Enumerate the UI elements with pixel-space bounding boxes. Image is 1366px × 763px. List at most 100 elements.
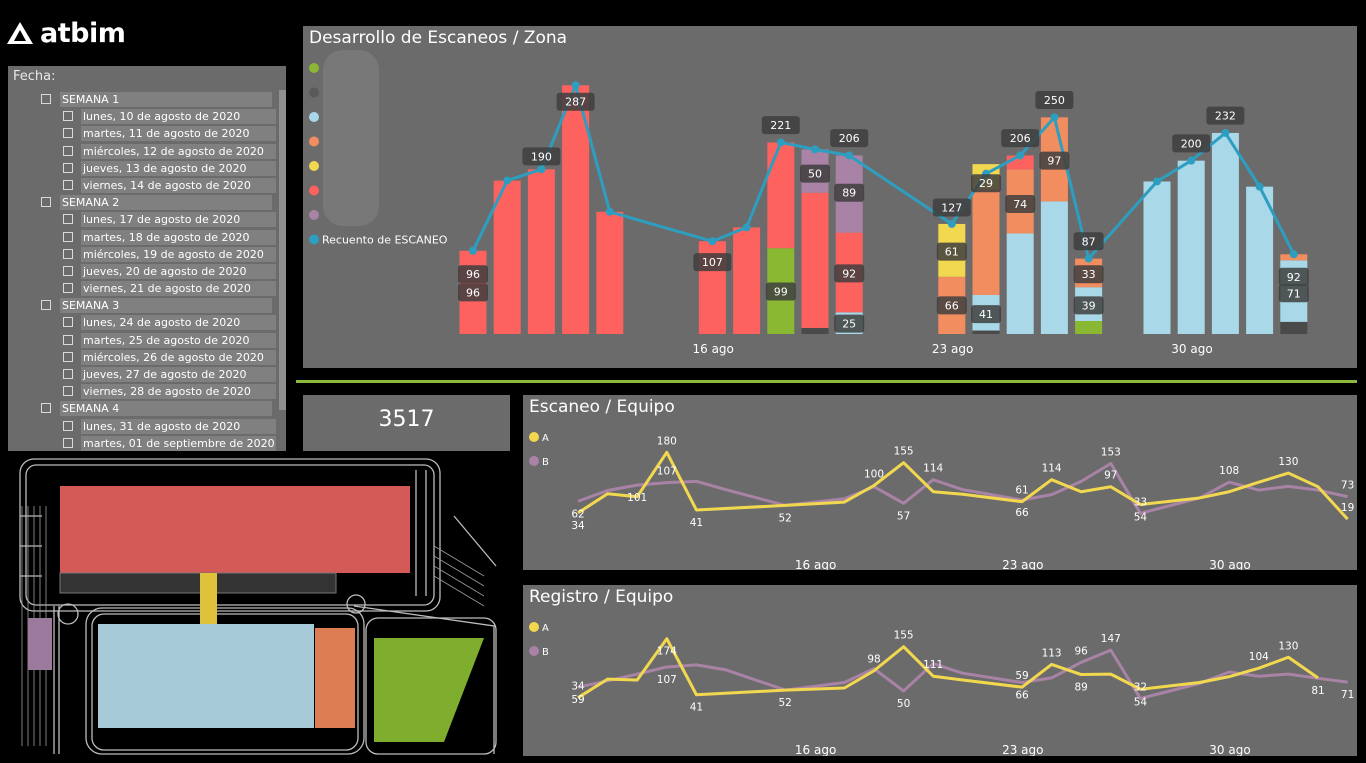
slicer-day-item[interactable]: lunes, 17 de agosto de 2020: [8, 211, 276, 228]
slicer-day-item[interactable]: jueves, 27 de agosto de 2020: [8, 366, 276, 383]
slicer-day-item[interactable]: jueves, 20 de agosto de 2020: [8, 263, 276, 280]
data-label: 104: [1249, 651, 1269, 663]
slicer-day-item[interactable]: jueves, 13 de agosto de 2020: [8, 160, 276, 177]
x-tick-label: 23 ago: [1002, 558, 1043, 570]
checkbox-icon[interactable]: [63, 231, 73, 242]
line-point: [845, 151, 854, 160]
data-label: 206: [839, 132, 860, 145]
checkbox-icon[interactable]: [63, 179, 73, 190]
slicer-item-label: SEMANA 1: [60, 92, 272, 107]
slicer-day-item[interactable]: lunes, 31 de agosto de 2020: [8, 418, 276, 435]
slicer-day-item[interactable]: miércoles, 12 de agosto de 2020: [8, 143, 276, 160]
slicer-item-label: SEMANA 3: [60, 298, 272, 314]
checkbox-icon[interactable]: [63, 162, 73, 173]
data-label: 130: [1278, 640, 1298, 652]
slicer-day-item[interactable]: viernes, 14 de agosto de 2020: [8, 177, 276, 194]
slicer-day-item[interactable]: martes, 25 de agosto de 2020: [8, 332, 276, 349]
data-label: 19: [1341, 502, 1354, 514]
checkbox-icon[interactable]: [41, 300, 51, 311]
slicer-week-item[interactable]: SEMANA 2: [8, 194, 276, 211]
data-label: 73: [1341, 480, 1354, 492]
checkbox-icon[interactable]: [63, 351, 73, 362]
registro-equipo-chart: A B 34 174 41 52 98 155 111 59 113 89 54 104 130 81 59 10…: [529, 622, 1354, 756]
slicer-day-item[interactable]: viernes, 21 de agosto de 2020: [8, 280, 276, 297]
data-label: 96: [466, 268, 480, 281]
checkbox-icon[interactable]: [63, 437, 73, 448]
data-label-bg: [1278, 284, 1309, 303]
checkbox-icon[interactable]: [41, 94, 51, 104]
slicer-day-item[interactable]: miércoles, 26 de agosto de 2020: [8, 349, 276, 366]
data-label-bg: [936, 296, 967, 315]
checkbox-icon[interactable]: [63, 248, 73, 259]
data-label: 25: [842, 318, 856, 331]
zone-orange: [315, 628, 355, 728]
slicer-item-label: jueves, 27 de agosto de 2020: [81, 367, 276, 382]
data-label: 87: [1082, 235, 1096, 248]
data-label-bg: [1005, 195, 1036, 213]
slicer-day-item[interactable]: martes, 18 de agosto de 2020: [8, 229, 276, 246]
line-point: [571, 81, 580, 90]
line-point: [1050, 113, 1059, 122]
checkbox-icon[interactable]: [63, 128, 73, 139]
slicer-day-item[interactable]: martes, 11 de agosto de 2020: [8, 125, 276, 142]
data-label: 41: [690, 702, 703, 714]
checkbox-icon[interactable]: [63, 265, 73, 276]
data-label: 127: [941, 201, 962, 214]
data-label-bg: [1206, 106, 1245, 125]
data-label: 190: [531, 150, 552, 163]
slicer-item-label: viernes, 21 de agosto de 2020: [81, 281, 276, 297]
legend-dot-icon: [529, 622, 539, 632]
checkbox-icon[interactable]: [41, 197, 51, 208]
legend-label: A: [542, 433, 549, 444]
slicer-item-label: lunes, 10 de agosto de 2020: [81, 109, 276, 125]
data-label: 113: [1042, 647, 1062, 659]
checkbox-icon[interactable]: [63, 420, 73, 431]
data-label-bg: [1278, 267, 1309, 286]
data-label: 101: [627, 492, 647, 504]
data-label: 39: [1082, 299, 1096, 312]
checkbox-icon[interactable]: [63, 369, 73, 379]
slicer-week-item[interactable]: SEMANA 3: [8, 297, 276, 314]
data-label: 107: [657, 466, 677, 478]
checkbox-icon[interactable]: [63, 145, 73, 156]
data-label-bg: [1073, 296, 1104, 315]
data-label: 153: [1101, 447, 1121, 459]
checkbox-icon[interactable]: [63, 283, 73, 294]
date-slicer-scrollbar[interactable]: [279, 90, 286, 410]
slicer-day-item[interactable]: viernes, 28 de agosto de 2020: [8, 383, 276, 400]
slicer-day-item[interactable]: lunes, 24 de agosto de 2020: [8, 314, 276, 331]
slicer-day-item[interactable]: martes, 01 de septiembre de 2020: [8, 435, 276, 451]
checkbox-icon[interactable]: [63, 214, 73, 225]
data-label: 92: [842, 267, 856, 280]
data-label: 52: [779, 697, 792, 709]
checkbox-icon[interactable]: [63, 111, 73, 122]
data-label: 99: [774, 286, 788, 299]
data-label: 29: [979, 177, 993, 190]
bar-segment: [767, 142, 795, 249]
data-label: 71: [1341, 689, 1354, 701]
line-point: [947, 219, 956, 228]
x-tick-label: 16 ago: [795, 743, 836, 756]
slicer-day-item[interactable]: miércoles, 19 de agosto de 2020: [8, 246, 276, 263]
checkbox-icon[interactable]: [41, 403, 51, 414]
data-label: 114: [1042, 463, 1062, 475]
checkbox-icon[interactable]: [63, 317, 73, 328]
data-label: 50: [808, 168, 822, 181]
data-label-bg: [834, 264, 865, 283]
bar-segment: [972, 330, 1000, 334]
x-tick-label: 30 ago: [1209, 743, 1250, 756]
slicer-week-item[interactable]: SEMANA 1: [8, 91, 276, 108]
data-label-bg: [932, 198, 971, 217]
data-label: 97: [1047, 155, 1061, 168]
checkbox-icon[interactable]: [63, 334, 73, 345]
series-line: [577, 462, 1348, 515]
data-label: 200: [1181, 137, 1202, 150]
data-label-bg: [834, 314, 865, 333]
checkbox-icon[interactable]: [63, 386, 73, 397]
data-label: 89: [842, 187, 856, 200]
slicer-week-item[interactable]: SEMANA 4: [8, 400, 276, 417]
data-label: 221: [770, 119, 791, 132]
data-label: 41: [979, 308, 993, 321]
data-label: 34: [571, 681, 585, 693]
slicer-day-item[interactable]: lunes, 10 de agosto de 2020: [8, 108, 276, 125]
